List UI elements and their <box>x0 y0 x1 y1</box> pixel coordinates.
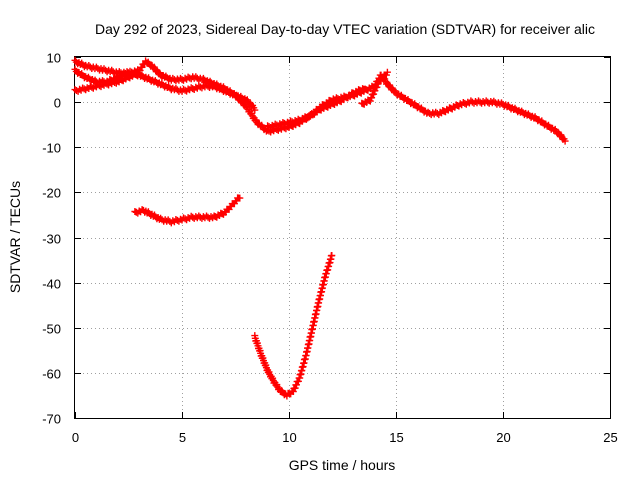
series-markers <box>71 57 569 145</box>
y-tick-label: -70 <box>42 412 61 427</box>
x-tick-label: 15 <box>389 430 403 445</box>
chart-title: Day 292 of 2023, Sidereal Day-to-day VTE… <box>95 21 595 37</box>
grid-lines <box>75 57 610 418</box>
y-tick-label: 0 <box>54 96 61 111</box>
plot-frame <box>74 56 611 419</box>
axis-ticks: 0 5 10 15 20 25 10 0 -10 -20 -30 -40 -50 -60 -70 <box>42 51 618 446</box>
series-arc-4 <box>264 85 368 131</box>
series-markers <box>358 68 391 108</box>
x-tick-label: 5 <box>179 430 186 445</box>
x-tick-label: 10 <box>282 430 296 445</box>
series-arc-7 <box>251 252 336 400</box>
series-markers <box>131 194 244 227</box>
y-tick-label: 10 <box>47 51 61 66</box>
y-tick-label: -30 <box>42 232 61 247</box>
y-tick-label: -20 <box>42 186 61 201</box>
x-tick-label: 20 <box>496 430 510 445</box>
y-tick-label: -60 <box>42 367 61 382</box>
y-tick-label: -50 <box>42 322 61 337</box>
x-tick-label: 25 <box>603 430 617 445</box>
series-markers <box>251 252 336 400</box>
data-series <box>71 56 569 400</box>
series-arc-3 <box>71 57 569 145</box>
x-axis-title: GPS time / hours <box>289 457 396 473</box>
series-arc-6 <box>131 194 244 227</box>
y-tick-label: -10 <box>42 141 61 156</box>
y-tick-label: -40 <box>42 277 61 292</box>
x-tick-label: 0 <box>72 430 79 445</box>
y-axis-title: SDTVAR / TECUs <box>7 181 23 293</box>
series-arc-5 <box>358 68 391 108</box>
series-markers <box>264 85 368 131</box>
